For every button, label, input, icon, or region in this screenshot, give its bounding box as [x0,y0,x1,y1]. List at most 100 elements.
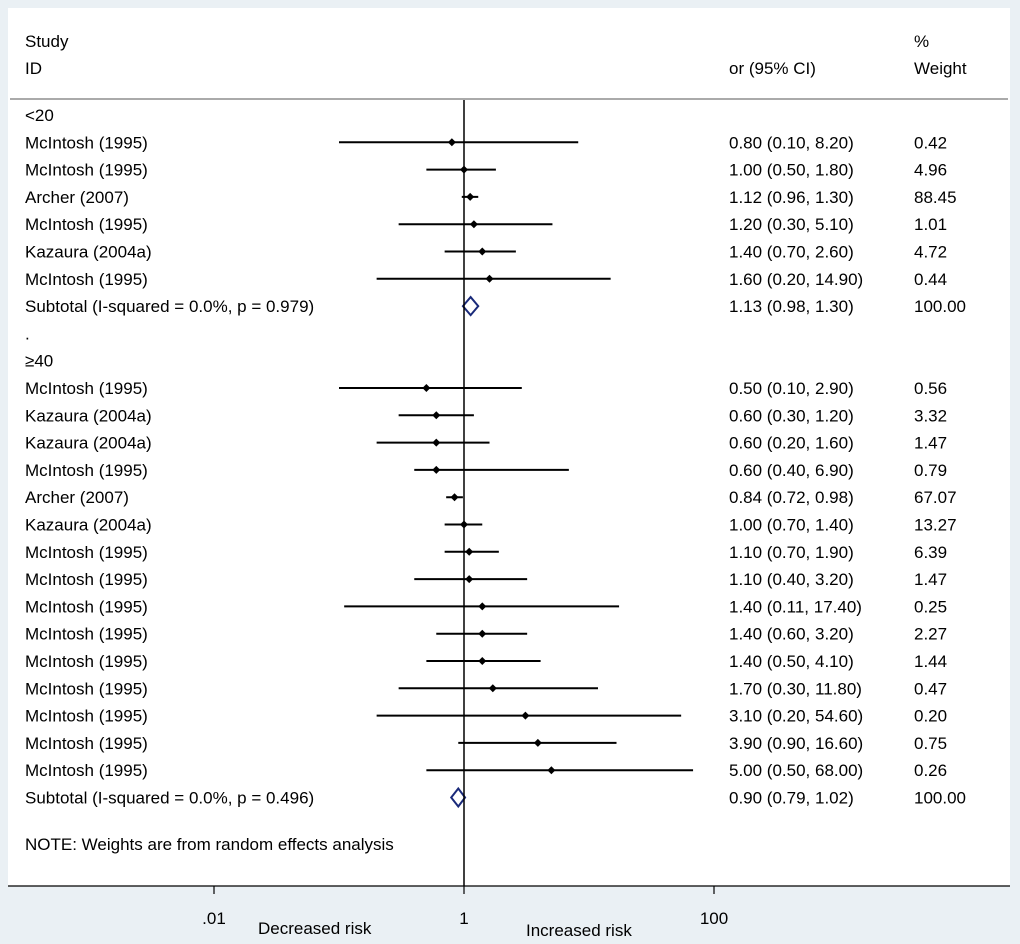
ci-text: 0.60 (0.20, 1.60) [729,434,854,453]
point-estimate [447,138,456,147]
point-estimate [478,602,487,611]
weight-text: 67.07 [914,488,957,507]
point-estimate [478,657,487,665]
study-label: McIntosh (1995) [25,379,148,398]
x-tick-label: 1 [459,909,468,928]
header-percent: % [914,32,929,51]
ci-text: 3.90 (0.90, 16.60) [729,734,863,753]
subtotal-label: Subtotal (I-squared = 0.0%, p = 0.979) [25,297,314,316]
ci-text: 3.10 (0.20, 54.60) [729,707,863,726]
subtotal-label: Subtotal (I-squared = 0.0%, p = 0.496) [25,789,314,808]
weight-text: 13.27 [914,516,957,535]
ci-text: 5.00 (0.50, 68.00) [729,761,863,780]
weight-text: 1.47 [914,434,947,453]
study-label: Kazaura (2004a) [25,406,152,425]
x-axis-ticks: .01 1 100 [202,886,728,928]
ci-text: 1.60 (0.20, 14.90) [729,270,863,289]
weight-text: 4.96 [914,161,947,180]
weight-text: 4.72 [914,243,947,262]
header-id: ID [25,59,42,78]
ci-text: 1.40 (0.60, 3.20) [729,625,854,644]
study-label: Kazaura (2004a) [25,516,152,535]
study-label: Kazaura (2004a) [25,434,152,453]
header-weight: Weight [914,59,967,78]
weight-text: 100.00 [914,789,966,808]
ci-text: 1.40 (0.11, 17.40) [729,597,862,616]
x-tick-label: .01 [202,909,226,928]
point-estimate [478,629,487,638]
weight-text: 0.26 [914,761,947,780]
point-estimate [432,411,441,420]
point-estimate [488,684,497,693]
point-estimate [485,274,494,283]
study-label: McIntosh (1995) [25,215,148,234]
weights-note: NOTE: Weights are from random effects an… [25,835,394,854]
ci-text: 1.00 (0.70, 1.40) [729,516,854,535]
study-label: Kazaura (2004a) [25,243,152,262]
point-estimate [469,220,478,229]
header-study: Study [25,32,69,51]
group-label: <20 [25,106,54,125]
ci-text: 1.70 (0.30, 11.80) [729,679,862,698]
study-label: McIntosh (1995) [25,133,148,152]
weight-text: 1.47 [914,570,947,589]
study-label: McIntosh (1995) [25,734,148,753]
weight-text: 0.44 [914,270,947,289]
study-label: McIntosh (1995) [25,652,148,671]
weight-text: 0.20 [914,707,947,726]
weight-text: 0.42 [914,133,947,152]
weight-text: 1.44 [914,652,947,671]
study-label: McIntosh (1995) [25,679,148,698]
ci-text: 0.60 (0.40, 6.90) [729,461,854,480]
weight-text: 3.32 [914,406,947,425]
study-label: McIntosh (1995) [25,761,148,780]
weight-text: 88.45 [914,188,957,207]
weight-text: 6.39 [914,543,947,562]
ci-text: 1.20 (0.30, 5.10) [729,215,854,234]
point-estimate [547,766,556,775]
x-tick-label: 100 [700,909,728,928]
study-label: McIntosh (1995) [25,543,148,562]
study-label: McIntosh (1995) [25,161,148,180]
study-label: McIntosh (1995) [25,570,148,589]
study-label: Archer (2007) [25,488,129,507]
group-label: . [25,324,30,343]
point-estimate [533,738,542,747]
weight-text: 1.01 [914,215,947,234]
ci-text: 1.40 (0.70, 2.60) [729,243,854,262]
ci-text: 0.50 (0.10, 2.90) [729,379,854,398]
weight-text: 0.25 [914,597,947,616]
ci-text: 0.80 (0.10, 8.20) [729,133,854,152]
point-estimate [465,547,474,556]
ci-text: 0.84 (0.72, 0.98) [729,488,854,507]
subtotal-diamond [449,786,467,809]
weight-text: 100.00 [914,297,966,316]
study-label: McIntosh (1995) [25,707,148,726]
weight-text: 0.75 [914,734,947,753]
plot-panel [8,8,1010,886]
weight-text: 2.27 [914,625,947,644]
ci-text: 1.40 (0.50, 4.10) [729,652,854,671]
subtotal-diamond [461,295,480,317]
point-estimate [465,575,474,584]
study-label: Archer (2007) [25,188,129,207]
study-label: McIntosh (1995) [25,270,148,289]
weight-text: 0.47 [914,679,947,698]
ci-text: 0.60 (0.30, 1.20) [729,406,854,425]
header-measure: or (95% CI) [729,59,816,78]
ci-text: 1.10 (0.70, 1.90) [729,543,854,562]
x-caption-increased: Increased risk [526,921,632,940]
rows-layer: <20 McIntosh (1995) 0.80 (0.10, 8.20) 0.42 M… [25,106,966,809]
ci-text: 1.13 (0.98, 1.30) [729,297,854,316]
point-estimate [466,192,475,201]
ci-text: 1.10 (0.40, 3.20) [729,570,854,589]
point-estimate [432,438,441,447]
study-label: McIntosh (1995) [25,625,148,644]
point-estimate [422,384,431,392]
group-label: ≥40 [25,352,53,371]
point-estimate [432,465,441,474]
ci-text: 0.90 (0.79, 1.02) [729,789,854,808]
point-estimate [450,493,459,502]
